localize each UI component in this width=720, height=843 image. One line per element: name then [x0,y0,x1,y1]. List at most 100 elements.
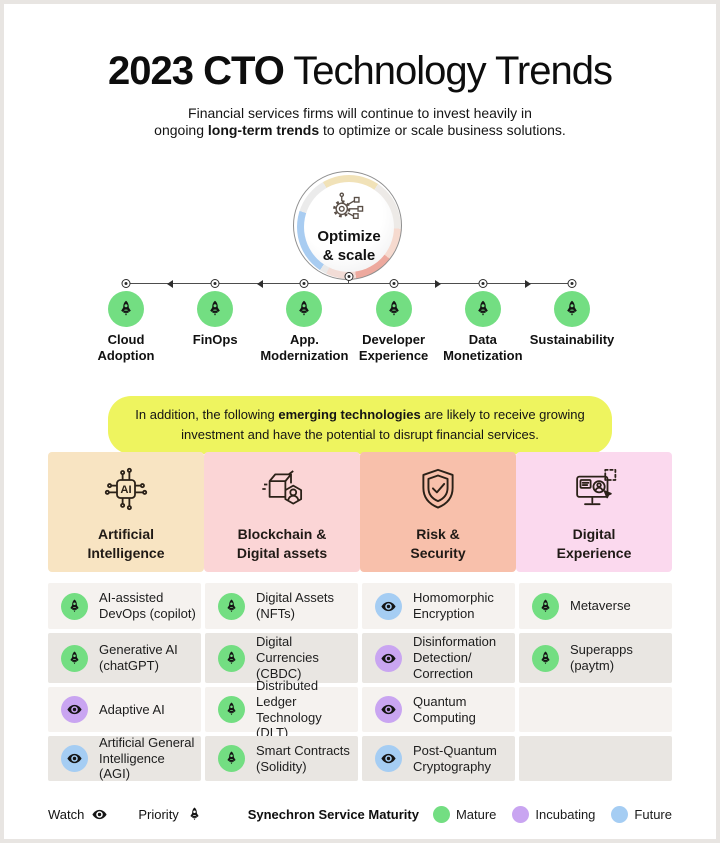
priority-chip [218,696,245,723]
timeline-node-marker [210,279,220,288]
optimize-scale-hub: Optimize & scale [293,171,402,280]
arrow-right-icon [525,279,531,288]
eye-icon [91,806,108,823]
tech-label: AI-assisted DevOps (copilot) [99,590,196,621]
priority-chip [108,291,144,327]
tech-label: Disinformation Detection/ Correction [413,634,497,681]
tech-cell-distributed-ledger-dlt: Distributed Ledger Technology (DLT) [205,678,358,740]
shield-check-icon [411,462,465,516]
tech-cell-adaptive-ai: Adaptive AI [48,687,201,732]
technology-grid: AI-assisted DevOps (copilot) Digital Ass… [48,583,672,781]
rocket-icon [186,806,203,823]
timeline-item-label: App. Modernization [260,332,349,364]
future-dot [611,806,629,823]
maturity-title: Synechron Service Maturity [247,807,419,822]
eye-icon [380,598,397,615]
tech-label: Superapps (paytm) [570,642,633,673]
rocket-icon [562,299,582,319]
rocket-icon [223,750,240,767]
eye-icon [380,650,397,667]
category-artificial-intelligence: Artificial Intelligence [48,452,204,572]
tech-label: Homomorphic Encryption [413,590,494,621]
timeline-item-app-modernization: App. Modernization [252,291,356,365]
rocket-icon [66,650,83,667]
title-year-cto: 2023 CTO [108,49,285,93]
eye-icon [66,750,83,767]
timeline-item-cloud-adoption: Cloud Adoption [74,291,178,365]
timeline-node-marker [567,279,577,288]
rocket-icon [294,299,314,319]
timeline-item-label: Data Monetization [443,332,523,364]
mature-dot [432,806,450,823]
timeline-item-finops: FinOps [163,291,267,348]
legend: Watch Priority Synechron Service Maturit… [48,806,672,823]
rocket-icon [537,598,554,615]
category-label: Risk & Security [410,526,466,561]
category-digital-experience: Digital Experience [516,452,672,572]
category-headers: Artificial Intelligence Blockchain & Dig… [48,452,672,572]
timeline-item-sustainability: Sustainability [520,291,624,348]
timeline-node-marker [121,279,131,288]
tech-label: Quantum Computing [413,693,476,725]
rocket-icon [384,299,404,319]
category-label: Digital Experience [556,526,632,561]
gear-circuit-icon [327,188,371,226]
eye-icon [380,750,397,767]
arrow-left-icon [257,279,263,288]
note-line1: In addition, the following emerging tech… [135,407,585,422]
priority-chip [375,291,412,327]
legend-priority: Priority [138,806,202,823]
priority-chip [464,291,501,327]
tech-cell-smart-contracts-solidity: Smart Contracts (Solidity) [205,736,358,781]
timeline-item-label: Sustainability [529,332,615,347]
tech-cell-digital-currencies-cbdc: Digital Currencies (CBDC) [205,633,358,683]
category-risk-security: Risk & Security [360,452,516,572]
priority-chip [286,291,323,327]
rocket-icon [473,299,493,319]
subtitle-line2: ongoing long-term trends to optimize or … [154,121,566,138]
emerging-technologies-note: In addition, the following emerging tech… [108,396,612,455]
priority-chip [532,592,559,620]
timeline-item-label: Developer Experience [358,332,429,364]
category-label: Blockchain & Digital assets [236,526,328,561]
page-header: 2023 CTO Technology Trends Financial ser… [4,50,716,139]
timeline-item-developer-experience: Developer Experience [342,291,446,365]
tech-label: Generative AI (chatGPT) [99,642,178,673]
tech-label: Post-Quantum Cryptography [413,742,497,774]
tech-cell-quantum-computing: Quantum Computing [362,687,515,732]
timeline-item-label: FinOps [192,332,238,347]
eye-icon [66,701,83,718]
page-title: 2023 CTO Technology Trends [4,50,716,92]
digital-experience-icon [567,462,621,516]
rocket-icon [223,650,240,667]
priority-chip [218,592,245,620]
timeline-hub-marker [344,272,354,281]
watch-chip [375,696,402,723]
incubating-dot [512,806,530,823]
rocket-icon [537,650,554,667]
tech-cell-ai-assisted-devops: AI-assisted DevOps (copilot) [48,583,201,629]
watch-chip [375,644,402,672]
tech-label: Distributed Ledger Technology (DLT) [256,677,322,741]
tech-cell-post-quantum-cryptography: Post-Quantum Cryptography [362,736,515,781]
eye-icon [380,701,397,718]
tech-cell-digital-assets-nfts: Digital Assets (NFTs) [205,583,358,629]
note-line2: investment and have the potential to dis… [181,427,539,443]
tech-cell-generative-ai: Generative AI (chatGPT) [48,633,201,683]
arrow-right-icon [435,279,441,288]
timeline-node-marker [478,279,488,288]
watch-label: Watch [48,807,85,822]
legend-watch: Watch [48,806,108,823]
priority-chip [61,644,88,672]
category-label: Artificial Intelligence [87,526,165,561]
rocket-icon [116,299,136,319]
tech-cell-disinformation-detection: Disinformation Detection/ Correction [362,633,515,683]
ai-chip-icon [99,462,153,516]
tech-cell-metaverse: Metaverse [519,583,672,629]
mature-label: Mature [455,807,497,822]
rocket-icon [66,598,83,615]
incubating-label: Incubating [535,807,596,822]
rocket-icon [223,598,240,615]
blockchain-digital-assets-icon [255,462,309,516]
tech-cell-superapps-paytm: Superapps (paytm) [519,633,672,683]
